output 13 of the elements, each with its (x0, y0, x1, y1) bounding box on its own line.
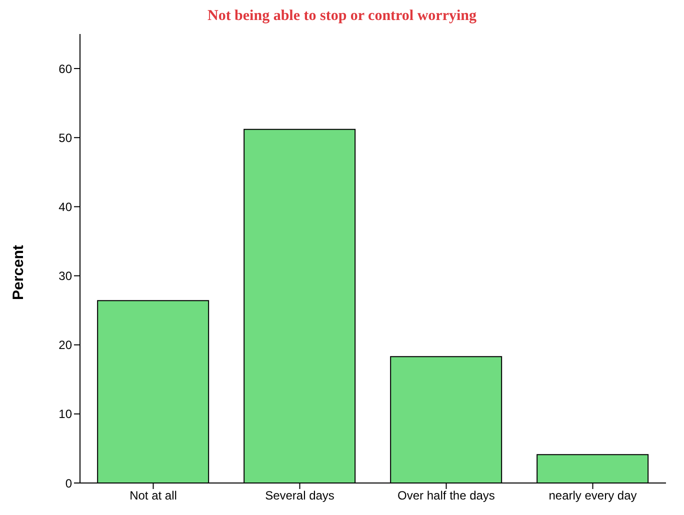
y-tick-label: 30 (58, 269, 72, 284)
y-tick-label: 60 (58, 62, 72, 76)
x-tick-label: Not at all (130, 488, 177, 503)
y-tick-label: 0 (65, 476, 72, 490)
x-tick-label: nearly every day (548, 488, 637, 503)
y-tick-label: 40 (58, 200, 72, 214)
y-axis-title: Percent (10, 244, 28, 300)
y-tick-label: 20 (58, 338, 72, 352)
x-tick-label: Several days (265, 488, 334, 503)
chart-title: Not being able to stop or control worrying (206, 8, 478, 26)
y-tick-label: 10 (58, 407, 72, 422)
y-tick-label: 50 (58, 130, 72, 145)
x-tick-label: Over half the days (398, 488, 495, 503)
